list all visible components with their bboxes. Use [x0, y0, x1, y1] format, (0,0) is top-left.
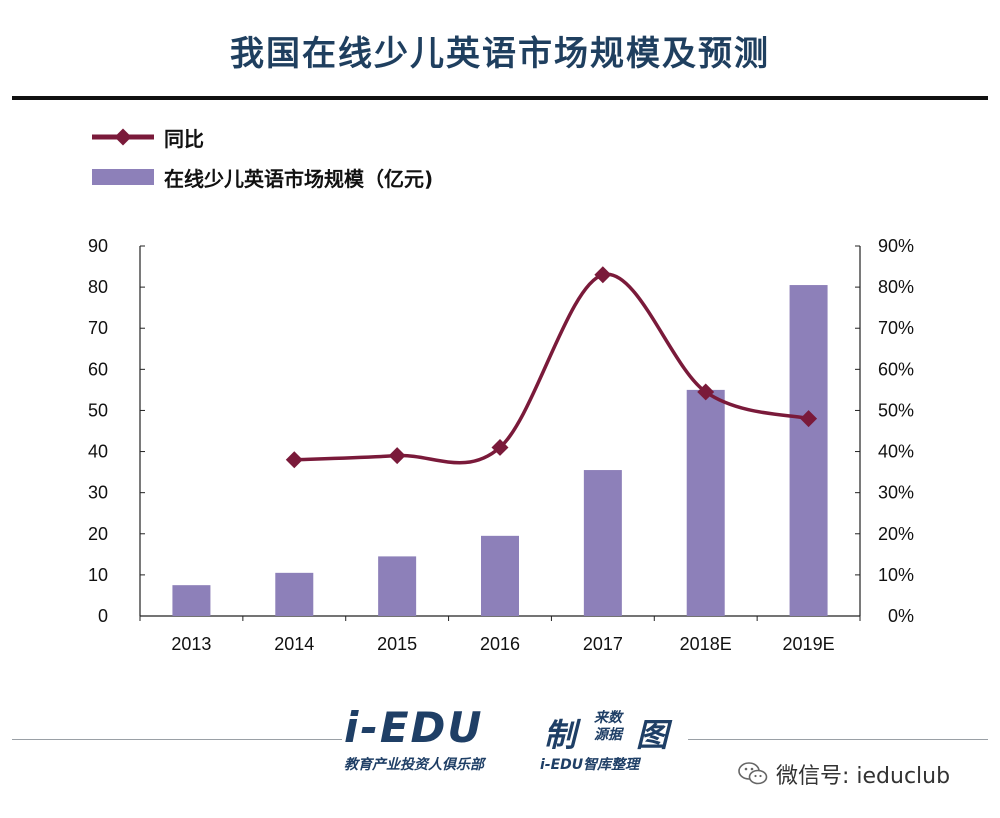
y-right-tick-label: 40%: [878, 442, 914, 462]
y-left-tick-label: 90: [88, 236, 108, 256]
y-right-tick-label: 10%: [878, 565, 914, 585]
logo-tu-text: 图: [636, 716, 669, 754]
yoy-point-2019E: [800, 410, 818, 428]
y-right-tick-label: 80%: [878, 277, 914, 297]
y-left-tick-label: 10: [88, 565, 108, 585]
x-tick-label: 2017: [583, 634, 623, 654]
yoy-point-2016: [491, 438, 509, 456]
chart-title: 我国在线少儿英语市场规模及预测: [230, 34, 770, 74]
x-tick-label: 2013: [171, 634, 211, 654]
y-right-tick-label: 20%: [878, 524, 914, 544]
legend-item-bar: 在线少儿英语市场规模（亿元): [90, 160, 433, 194]
y-right-tick-label: 70%: [878, 318, 914, 338]
x-tick-label: 2018E: [680, 634, 732, 654]
y-left-tick-label: 50: [88, 400, 108, 420]
x-tick-label: 2014: [274, 634, 314, 654]
title-divider: [12, 96, 988, 100]
yoy-point-2014: [285, 451, 303, 469]
legend-item-line: 同比: [90, 120, 204, 154]
y-left-tick-label: 20: [88, 524, 108, 544]
y-left-tick-label: 40: [88, 442, 108, 462]
yoy-point-2017: [594, 266, 612, 284]
yoy-point-2015: [388, 447, 406, 465]
legend-bar-label: 在线少儿英语市场规模（亿元): [164, 166, 434, 191]
y-left-tick-label: 0: [98, 606, 108, 626]
wechat-id: 微信号: ieduclub: [738, 758, 950, 790]
logo-main-text: i-EDU: [344, 703, 484, 752]
iedu-logo: i-EDU 制 来数源据 图 教育产业投资人俱乐部 i-EDU智库整理: [344, 706, 680, 778]
y-right-tick-label: 90%: [878, 236, 914, 256]
legend-line-swatch: [92, 128, 154, 146]
bar-2019E: [789, 285, 828, 616]
bar-2016: [481, 535, 519, 616]
bar-2017: [583, 470, 622, 616]
y-left-tick-label: 80: [88, 277, 108, 297]
wechat-icon: [738, 762, 768, 785]
logo-subtitle-right: i-EDU智库整理: [540, 757, 640, 773]
bar-2018E: [686, 389, 725, 616]
bar-2013: [172, 585, 211, 616]
yoy-point-2018E: [697, 383, 715, 401]
footer-rule-right: [688, 739, 988, 740]
footer-rule-left: [12, 739, 342, 740]
chart-plot: 0 10 20 30 40 50 60 70 80 90 0% 10% 20% 30% 40% 50% 60% 7…: [88, 236, 914, 654]
y-right-tick-label: 50%: [878, 400, 914, 420]
x-tick-label: 2019E: [783, 634, 835, 654]
x-tick-label: 2016: [480, 634, 520, 654]
bar-2015: [378, 556, 417, 616]
y-left-tick-label: 70: [88, 318, 108, 338]
logo-subtitle-left: 教育产业投资人俱乐部: [344, 757, 484, 773]
logo-source-text: 来数源据: [594, 710, 622, 743]
logo-zhi-text: 制: [544, 716, 577, 754]
bar-2014: [275, 572, 314, 616]
y-right-tick-label: 30%: [878, 483, 914, 503]
y-left-tick-label: 60: [88, 359, 108, 379]
y-left-tick-label: 30: [88, 483, 108, 503]
wechat-text: 微信号: ieduclub: [776, 764, 951, 789]
y-right-tick-label: 60%: [878, 359, 914, 379]
legend-line-label: 同比: [164, 126, 204, 151]
legend-bar-swatch: [92, 169, 154, 185]
yoy-line: [294, 272, 810, 465]
x-tick-label: 2015: [377, 634, 417, 654]
y-right-tick-label: 0%: [888, 606, 914, 626]
